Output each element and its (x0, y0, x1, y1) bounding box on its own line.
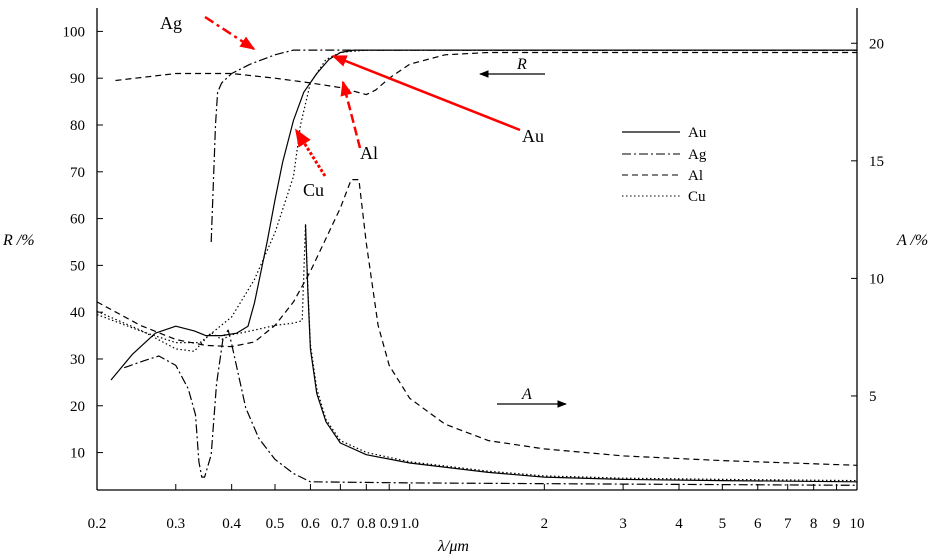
annotation-al: Al (360, 143, 378, 163)
x-tick-label: 4 (675, 516, 683, 532)
x-tick-label: 0.5 (266, 516, 285, 532)
x-tick-label: 0.8 (357, 516, 376, 532)
series-cu-absorptance (96, 223, 858, 482)
x-tick-label: 0.9 (380, 516, 399, 532)
x-tick-label: 0.6 (301, 516, 320, 532)
x-tick-label: 3 (619, 516, 627, 532)
x-tick-label: 6 (754, 516, 762, 532)
y-right-tick-label: 20 (869, 36, 884, 52)
series-ag-absorptance (124, 329, 858, 486)
red-arrow-cu (294, 128, 327, 177)
x-tick-label: 0.7 (331, 516, 350, 532)
legend: Au Ag Al Cu (622, 125, 707, 205)
y-left-tick-label: 20 (70, 399, 85, 415)
annotation-ag: Ag (160, 13, 182, 33)
y-left-tick-label: 80 (70, 118, 85, 134)
x-axis-title: λ/μm (437, 538, 469, 554)
y-right-tick-label: 10 (869, 271, 884, 287)
right-axis-title: A /% (896, 232, 928, 249)
annotation-cu: Cu (303, 180, 324, 200)
x-tick-label: 0.2 (88, 516, 107, 532)
x-tick-label: 10 (850, 516, 865, 532)
x-tick-label: 7 (784, 516, 792, 532)
series-au-absorptance (304, 224, 858, 483)
x-tick-label: 0.3 (166, 516, 185, 532)
x-tick-label: 9 (833, 516, 841, 532)
annotation-au: Au (522, 126, 544, 146)
legend-label-ag: Ag (688, 147, 707, 163)
y-right-tick-label: 15 (869, 154, 884, 170)
series-cu-reflectance (96, 49, 857, 344)
series-al-reflectance (115, 51, 857, 96)
y-left-tick-label: 90 (70, 71, 85, 87)
x-tick-label: 1.0 (400, 516, 419, 532)
ticks: 0.2 0.3 0.4 0.5 0.6 0.7 0.8 0.9 1.0 2 3 4 5 6 7 8 9 10 10 2… (63, 24, 885, 532)
y-left-tick-label: 50 (70, 258, 85, 274)
r-direction-label: R (516, 56, 527, 73)
y-right-tick-label: 5 (869, 389, 877, 405)
red-arrow-ag (204, 15, 256, 51)
y-left-tick-label: 10 (70, 446, 85, 462)
legend-label-al: Al (688, 168, 703, 184)
series-ag-reflectance (210, 49, 857, 243)
y-left-tick-label: 30 (70, 352, 85, 368)
x-tick-label: 5 (719, 516, 727, 532)
left-axis-title: R /% (2, 232, 35, 249)
red-arrow-al (340, 80, 362, 149)
legend-label-cu: Cu (688, 189, 706, 205)
series-lines (96, 49, 858, 486)
y-left-tick-label: 40 (70, 305, 85, 321)
x-tick-label: 2 (541, 516, 549, 532)
red-arrow-au (331, 54, 521, 132)
y-left-tick-label: 70 (70, 165, 85, 181)
legend-label-au: Au (688, 125, 707, 141)
x-tick-label: 0.4 (222, 516, 241, 532)
y-left-tick-label: 100 (63, 24, 86, 40)
axes (96, 8, 858, 491)
y-left-tick-label: 60 (70, 212, 85, 228)
a-direction-label: A (521, 386, 532, 403)
series-al-absorptance (96, 179, 858, 466)
series-au-reflectance (110, 49, 857, 381)
x-tick-label: 8 (810, 516, 818, 532)
